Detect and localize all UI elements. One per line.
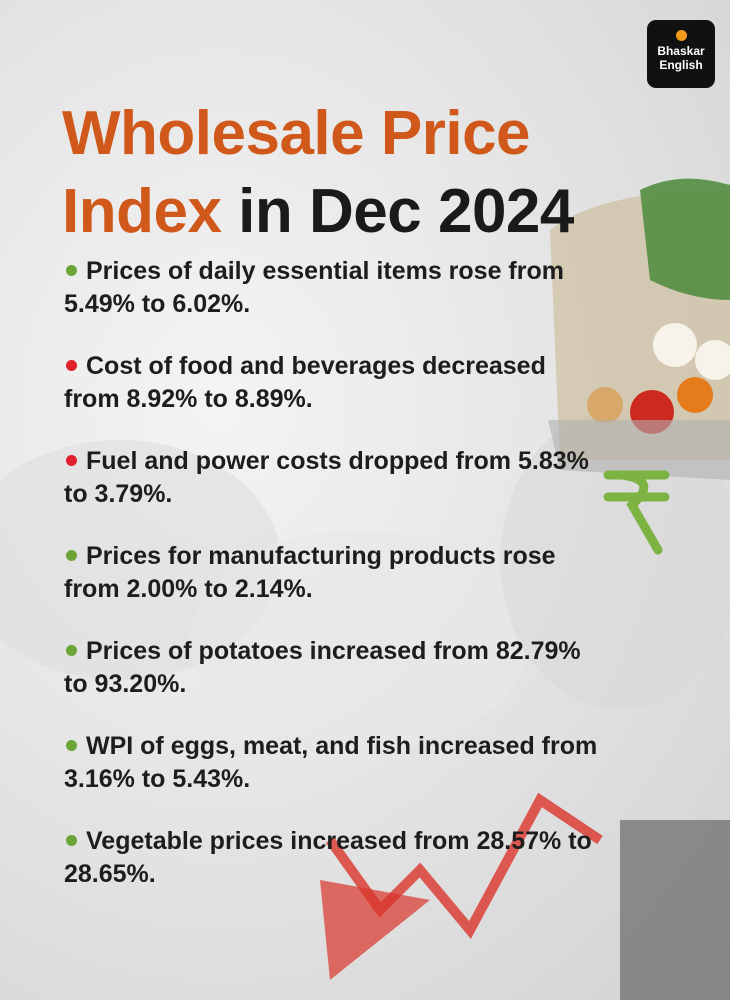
bullet [66,644,77,656]
bullet-item: Cost of food and beverages decreased fro… [64,350,604,416]
bullet [66,739,77,751]
logo: Bhaskar English [647,20,715,88]
bullet-text: Vegetable prices increased from 28.57% t… [64,827,592,888]
bullet-text: Prices of potatoes increased from 82.79%… [64,637,581,698]
bullet-item: Prices of daily essential items rose fro… [64,255,604,321]
bullet-list: Prices of daily essential items rose fro… [64,255,604,920]
bullet-text: Fuel and power costs dropped from 5.83% … [64,447,589,508]
logo-text: English [659,58,703,72]
title-rest: in Dec 2024 [238,177,574,246]
bullet [66,359,77,371]
bullet-text: Prices for manufacturing products rose f… [64,542,556,603]
bullet [66,834,77,846]
bullet-text: WPI of eggs, meat, and fish increased fr… [64,732,598,793]
title-highlight: Wholesale Price Index [62,99,531,246]
bullet [66,549,77,561]
bullet-item: WPI of eggs, meat, and fish increased fr… [64,730,604,796]
bullet-item: Prices for manufacturing products rose f… [64,540,604,606]
bullet-text: Cost of food and beverages decreased fro… [64,352,546,413]
bullet-item: Vegetable prices increased from 28.57% t… [64,825,604,891]
bullet-item: Fuel and power costs dropped from 5.83% … [64,445,604,511]
bullet [66,264,77,276]
bullet-text: Prices of daily essential items rose fro… [64,257,564,318]
bullet-item: Prices of potatoes increased from 82.79%… [64,635,604,701]
bullet [66,454,77,466]
title: Wholesale Price Index in Dec 2024 [62,95,622,251]
logo-text: Bhaskar [657,44,705,58]
